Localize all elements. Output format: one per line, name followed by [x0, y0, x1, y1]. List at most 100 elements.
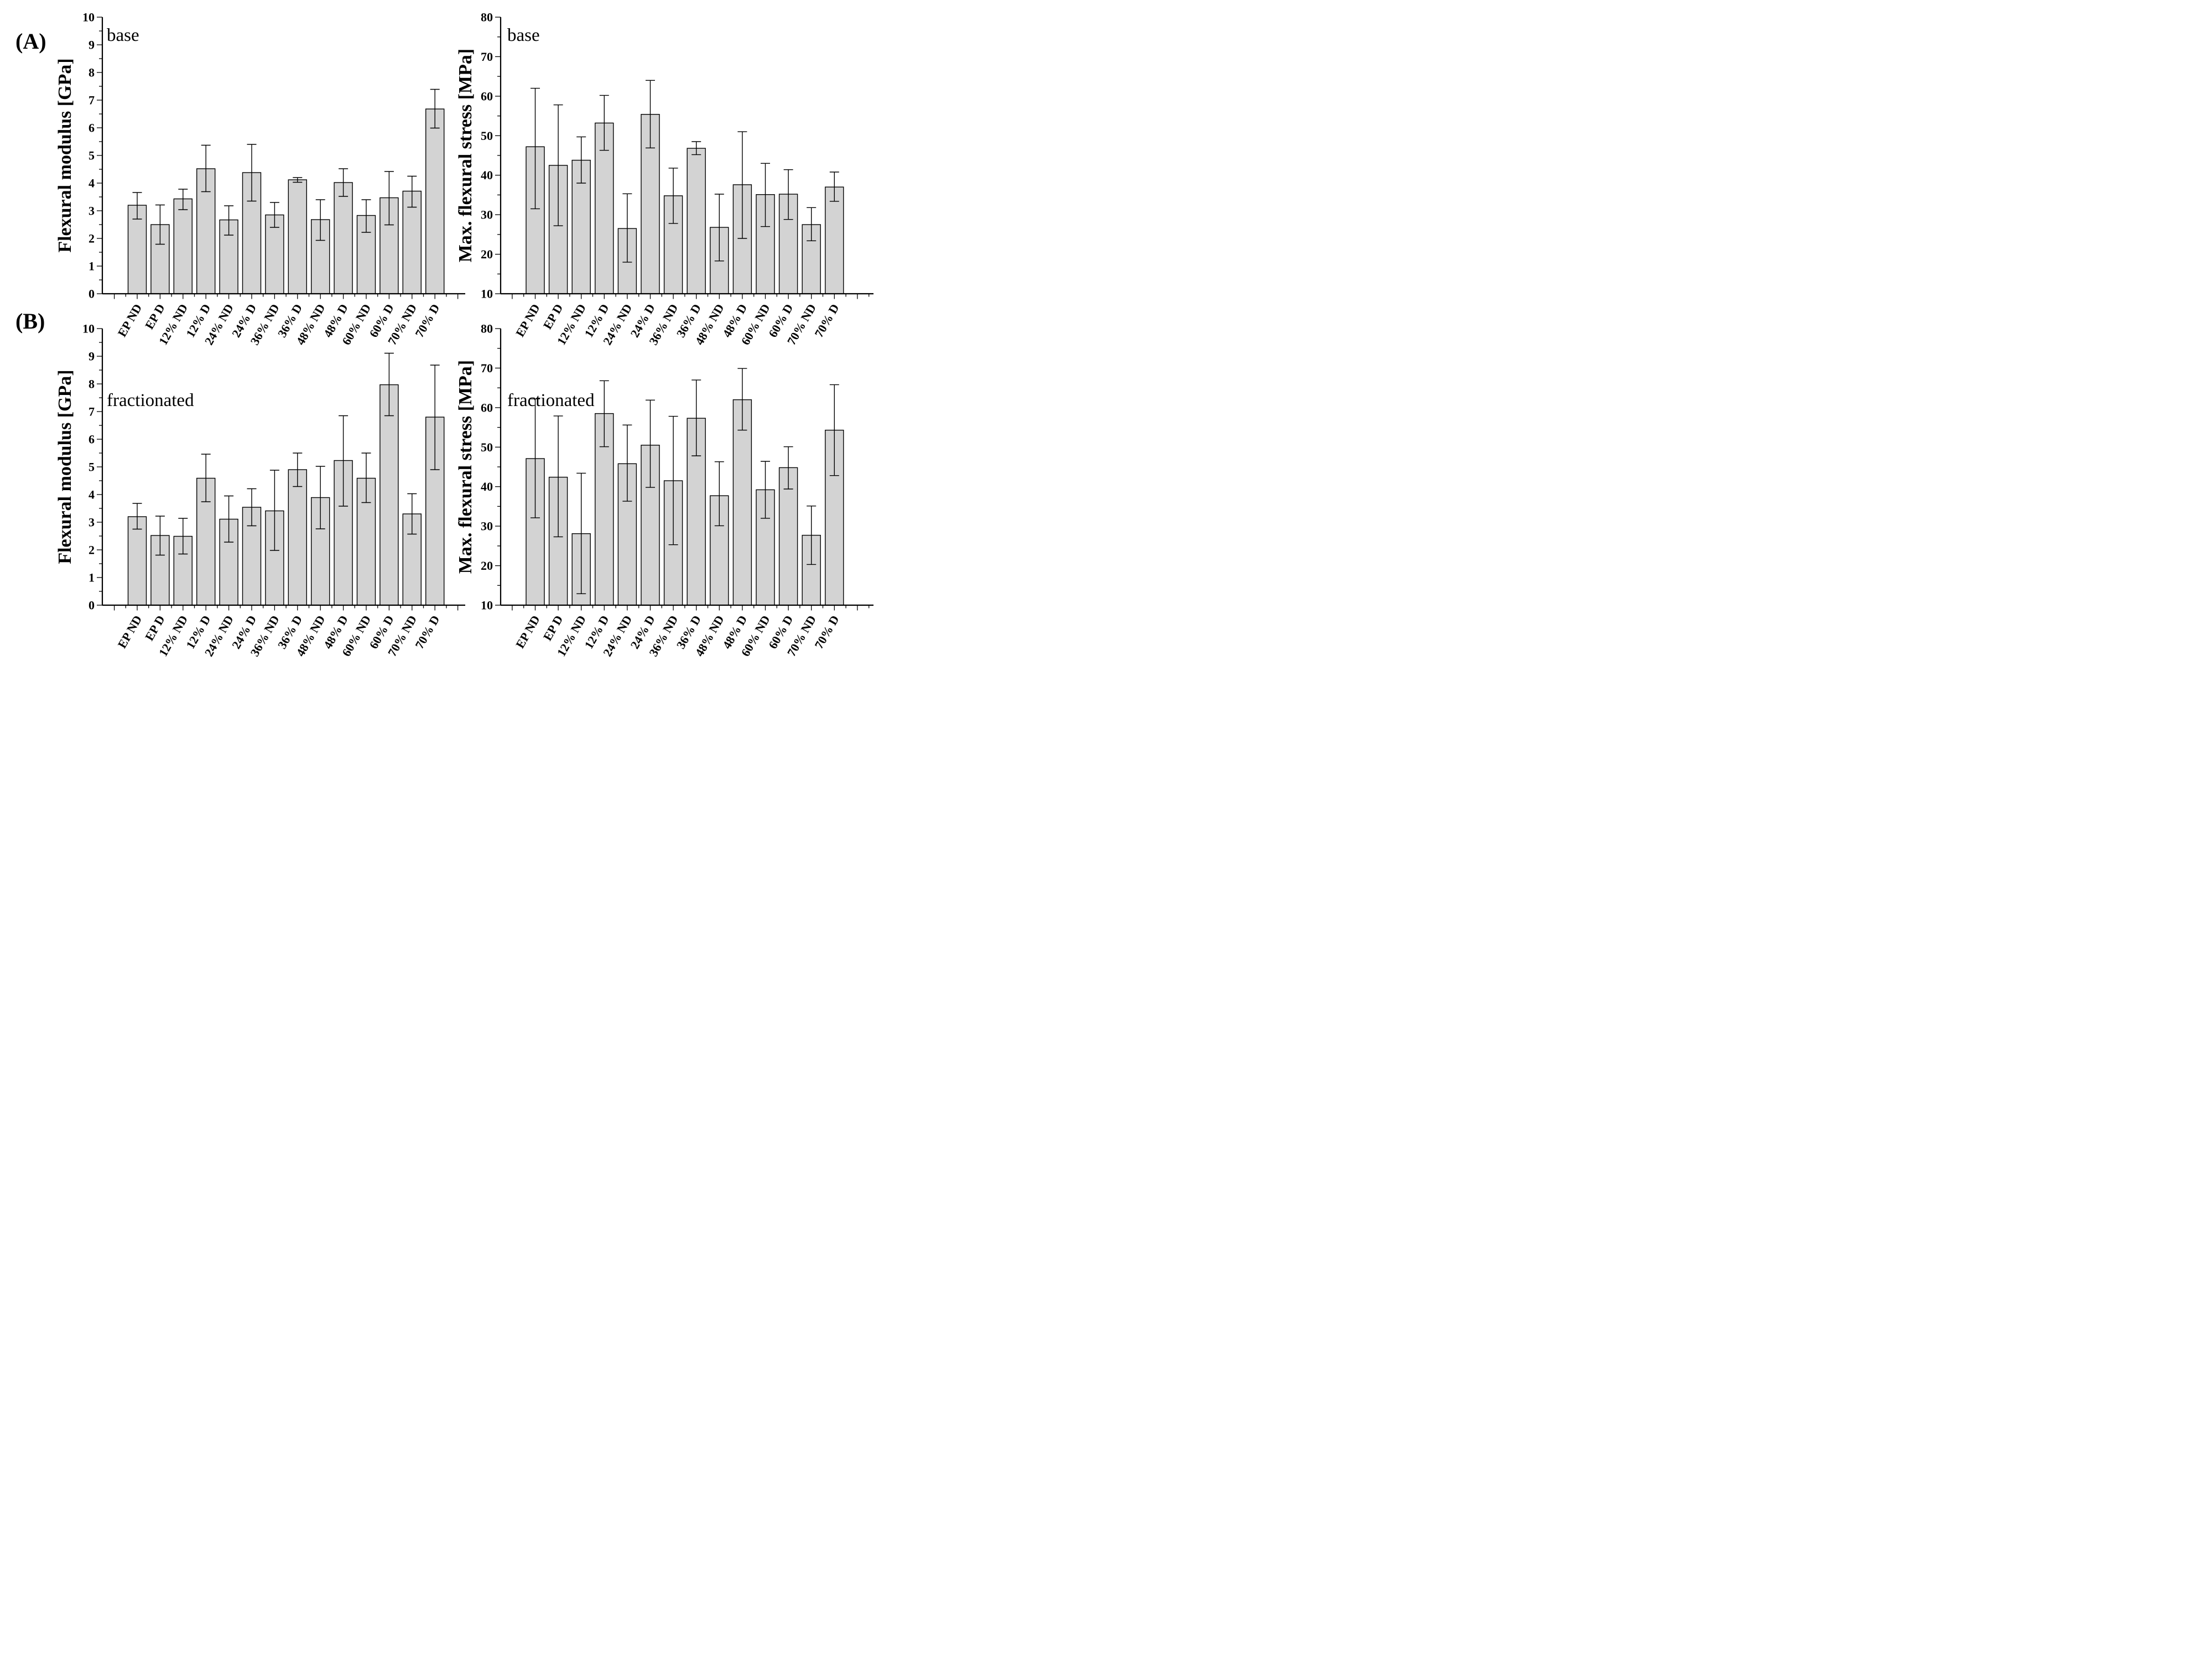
y-tick-label: 2 [89, 231, 95, 245]
error-bar-36% ND [668, 168, 678, 224]
y-tick-label: 4 [89, 176, 95, 190]
error-bar-EP D [155, 204, 165, 245]
error-bar-24% ND [622, 193, 632, 263]
y-axis-title: Max. flexural stress [MPa] [455, 360, 476, 574]
error-bar-48% ND [315, 466, 325, 529]
error-bar-60% ND [761, 163, 770, 227]
y-tick-label: 10 [481, 287, 493, 300]
bar-36% ND [265, 214, 284, 294]
error-bar-24% D [646, 399, 655, 488]
error-bar-36% D [691, 141, 701, 155]
error-bar-70% ND [807, 506, 817, 565]
error-bar-70% ND [807, 207, 817, 241]
error-bar-60% ND [361, 452, 371, 503]
y-axis-title: Max. flexural stress [MPa] [455, 49, 476, 262]
error-bar-EP D [155, 516, 165, 556]
error-bar-60% D [783, 169, 793, 220]
bar-70% D [825, 186, 844, 294]
error-bar-EP D [553, 104, 563, 226]
x-category-label: EP ND [115, 613, 145, 651]
y-tick-label: 30 [481, 519, 493, 533]
y-tick-label: 7 [89, 93, 95, 107]
bar-12% ND [173, 198, 193, 294]
bar-EP ND [127, 516, 147, 606]
y-tick-label: 80 [481, 10, 493, 24]
y-tick-label: 9 [89, 349, 95, 363]
y-tick-label: 3 [89, 204, 95, 217]
y-tick-label: 6 [89, 121, 95, 134]
bar-70% ND [402, 190, 422, 294]
y-tick-label: 3 [89, 515, 95, 529]
error-bar-60% D [384, 352, 394, 417]
bar-60% D [778, 467, 798, 606]
y-tick-label: 7 [89, 404, 95, 418]
error-bar-EP D [553, 415, 563, 538]
error-bar-24% D [247, 488, 257, 527]
error-bar-24% ND [224, 495, 234, 543]
y-tick-label: 50 [481, 129, 493, 143]
error-bar-36% D [293, 177, 303, 183]
y-tick-label: 0 [89, 598, 95, 612]
panel-label-a: (A) [15, 29, 46, 54]
bar-70% D [425, 108, 445, 294]
error-bar-EP ND [132, 503, 142, 530]
error-bar-48% D [339, 415, 349, 507]
error-bar-70% D [430, 89, 440, 129]
y-tick-label: 1 [89, 259, 95, 273]
y-tick-label: 4 [89, 487, 95, 501]
y-axis-title: Flexural modulus [GPa] [55, 370, 75, 564]
error-bar-70% D [829, 384, 839, 476]
y-tick-label: 8 [89, 65, 95, 79]
error-bar-EP ND [132, 192, 142, 220]
error-bar-48% D [339, 168, 349, 197]
y-tick-label: 10 [82, 10, 95, 24]
error-bar-12% D [201, 454, 211, 502]
error-bar-60% D [384, 171, 394, 226]
y-axis-title: Flexural modulus [GPa] [55, 58, 75, 252]
y-tick-label: 2 [89, 543, 95, 556]
y-tick-label: 20 [481, 247, 493, 261]
error-bar-EP ND [531, 398, 540, 518]
annotation-fractionated: fractionated [507, 391, 595, 410]
error-bar-36% D [293, 452, 303, 487]
y-tick-label: 70 [481, 50, 493, 64]
x-category-label: EP ND [513, 301, 543, 339]
bar-48% D [334, 182, 353, 294]
bar-36% D [288, 469, 307, 606]
annotation-base: base [507, 25, 540, 45]
error-bar-70% D [430, 365, 440, 470]
error-bar-24% D [646, 80, 655, 149]
error-bar-36% ND [269, 470, 279, 551]
bar-36% D [288, 179, 307, 294]
y-tick-label: 10 [481, 598, 493, 612]
y-tick-label: 10 [82, 321, 95, 335]
bar-36% D [687, 148, 706, 294]
error-bar-48% D [737, 368, 747, 431]
y-tick-label: 1 [89, 570, 95, 584]
error-bar-48% ND [315, 199, 325, 241]
y-tick-label: 5 [89, 460, 95, 474]
error-bar-12% ND [178, 189, 188, 210]
y-tick-label: 8 [89, 377, 95, 391]
y-tick-label: 40 [481, 480, 493, 493]
error-bar-12% ND [178, 518, 188, 555]
error-bar-36% ND [269, 202, 279, 228]
error-bar-48% D [737, 131, 747, 239]
error-bar-12% D [599, 380, 609, 448]
y-tick-label: 70 [481, 361, 493, 375]
error-bar-24% D [247, 144, 257, 202]
error-bar-70% ND [407, 175, 417, 208]
annotation-fractionated: fractionated [107, 391, 194, 410]
error-bar-24% ND [224, 205, 234, 236]
y-tick-label: 60 [481, 401, 493, 414]
y-tick-label: 0 [89, 287, 95, 300]
bar-60% D [379, 384, 399, 606]
error-bar-36% ND [668, 415, 678, 545]
error-bar-48% ND [714, 461, 724, 527]
bar-12% D [595, 122, 614, 294]
